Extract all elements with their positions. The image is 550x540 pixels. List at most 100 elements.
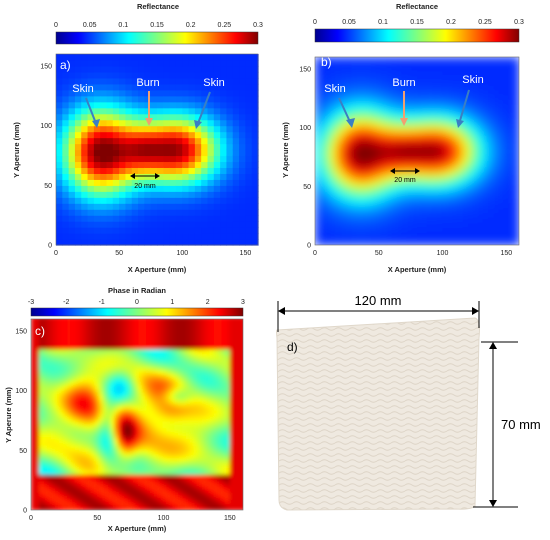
heatmap-cell	[508, 89, 515, 96]
heatmap-cell	[396, 179, 403, 185]
heatmap-cell	[54, 330, 60, 336]
heatmap-cell	[119, 54, 127, 61]
heatmap-cell	[66, 431, 72, 436]
heatmap-cell	[74, 203, 82, 210]
heatmap-cell	[197, 427, 203, 432]
heatmap-cell	[493, 165, 500, 171]
heatmap-cell	[162, 467, 167, 472]
heatmap-cell	[131, 173, 139, 180]
heatmap-cell	[503, 160, 510, 166]
heatmap-cell	[74, 449, 80, 454]
heatmap-cell	[315, 174, 321, 180]
heatmap-cell	[118, 402, 124, 407]
heatmap-cell	[54, 334, 60, 339]
heatmap-cell	[513, 221, 519, 227]
heatmap-cell	[170, 334, 175, 339]
heatmap-cell	[401, 183, 408, 190]
heatmap-cell	[78, 348, 84, 354]
heatmap-cell	[110, 370, 116, 375]
heatmap-cell	[462, 122, 469, 129]
heatmap-cell	[169, 161, 177, 169]
heatmap-cell	[401, 169, 408, 176]
heatmap-cell	[66, 395, 72, 400]
heatmap-cell	[170, 341, 175, 346]
heatmap-cell	[188, 71, 196, 79]
heatmap-cell	[34, 330, 40, 336]
heatmap-cell	[118, 474, 124, 479]
heatmap-cell	[42, 434, 48, 439]
heatmap-cell	[437, 207, 444, 213]
heatmap-cell	[193, 499, 199, 504]
heatmap-cell	[386, 80, 393, 86]
heatmap-cell	[422, 151, 428, 157]
x-tick-label: 100	[437, 250, 449, 257]
heatmap-cell	[175, 143, 183, 151]
heatmap-cell	[102, 381, 108, 386]
heatmap-cell	[158, 456, 163, 461]
heatmap-cell	[239, 179, 246, 186]
heatmap-cell	[58, 495, 64, 500]
heatmap-cell	[66, 502, 72, 508]
heatmap-cell	[78, 499, 84, 504]
heatmap-cell	[110, 406, 116, 411]
heatmap-cell	[122, 495, 128, 500]
heatmap-cell	[457, 122, 464, 129]
heatmap-cell	[508, 235, 515, 241]
heatmap-cell	[226, 59, 234, 67]
heatmap-cell	[427, 85, 433, 91]
heatmap-cell	[190, 452, 195, 457]
heatmap-cell	[125, 203, 133, 210]
heatmap-cell	[376, 193, 382, 199]
heatmap-cell	[483, 151, 489, 157]
heatmap-cell	[163, 233, 171, 240]
heatmap-cell	[220, 101, 228, 109]
heatmap-cell	[114, 381, 120, 386]
heatmap-cell	[38, 348, 44, 354]
heatmap-cell	[142, 370, 147, 375]
heatmap-cell	[102, 488, 108, 493]
heatmap-cell	[50, 445, 56, 450]
heatmap-cell	[503, 132, 510, 138]
heatmap-cell	[106, 470, 112, 475]
heatmap-cell	[350, 202, 357, 208]
heatmap-cell	[366, 127, 372, 133]
heatmap-cell	[442, 230, 449, 237]
heatmap-cell	[340, 136, 347, 143]
y-tick-label: 100	[40, 123, 52, 130]
heatmap-cell	[457, 141, 464, 147]
heatmap-cell	[201, 77, 209, 85]
heatmap-cell	[473, 151, 479, 157]
heatmap-cell	[391, 230, 398, 237]
heatmap-cell	[194, 215, 202, 222]
heatmap-cell	[54, 506, 60, 510]
heatmap-cell	[34, 359, 40, 364]
heatmap-cell	[138, 406, 143, 411]
heatmap-cell	[186, 495, 191, 500]
heatmap-cell	[42, 470, 48, 475]
heatmap-cell	[130, 416, 135, 422]
heatmap-cell	[478, 230, 484, 237]
heatmap-cell	[182, 356, 187, 361]
heatmap-cell	[112, 209, 120, 216]
heatmap-cell	[122, 323, 128, 328]
heatmap-cell	[126, 481, 131, 486]
heatmap-cell	[468, 202, 474, 208]
heatmap-cell	[31, 506, 36, 510]
heatmap-cell	[194, 203, 202, 210]
heatmap-cell	[56, 89, 63, 97]
heatmap-cell	[213, 71, 221, 79]
heatmap-cell	[74, 233, 82, 240]
heatmap-cell	[498, 122, 505, 129]
heatmap-cell	[503, 80, 510, 86]
heatmap-cell	[70, 456, 76, 461]
heatmap-cell	[66, 424, 72, 429]
heatmap-cell	[94, 391, 100, 396]
heatmap-cell	[345, 94, 352, 100]
heatmap-cell	[503, 94, 510, 100]
heatmap-cell	[58, 441, 64, 447]
heatmap-cell	[350, 179, 357, 185]
heatmap-cell	[74, 381, 80, 386]
heatmap-cell	[371, 179, 377, 185]
heatmap-cell	[78, 477, 84, 482]
heatmap-cell	[182, 424, 187, 429]
